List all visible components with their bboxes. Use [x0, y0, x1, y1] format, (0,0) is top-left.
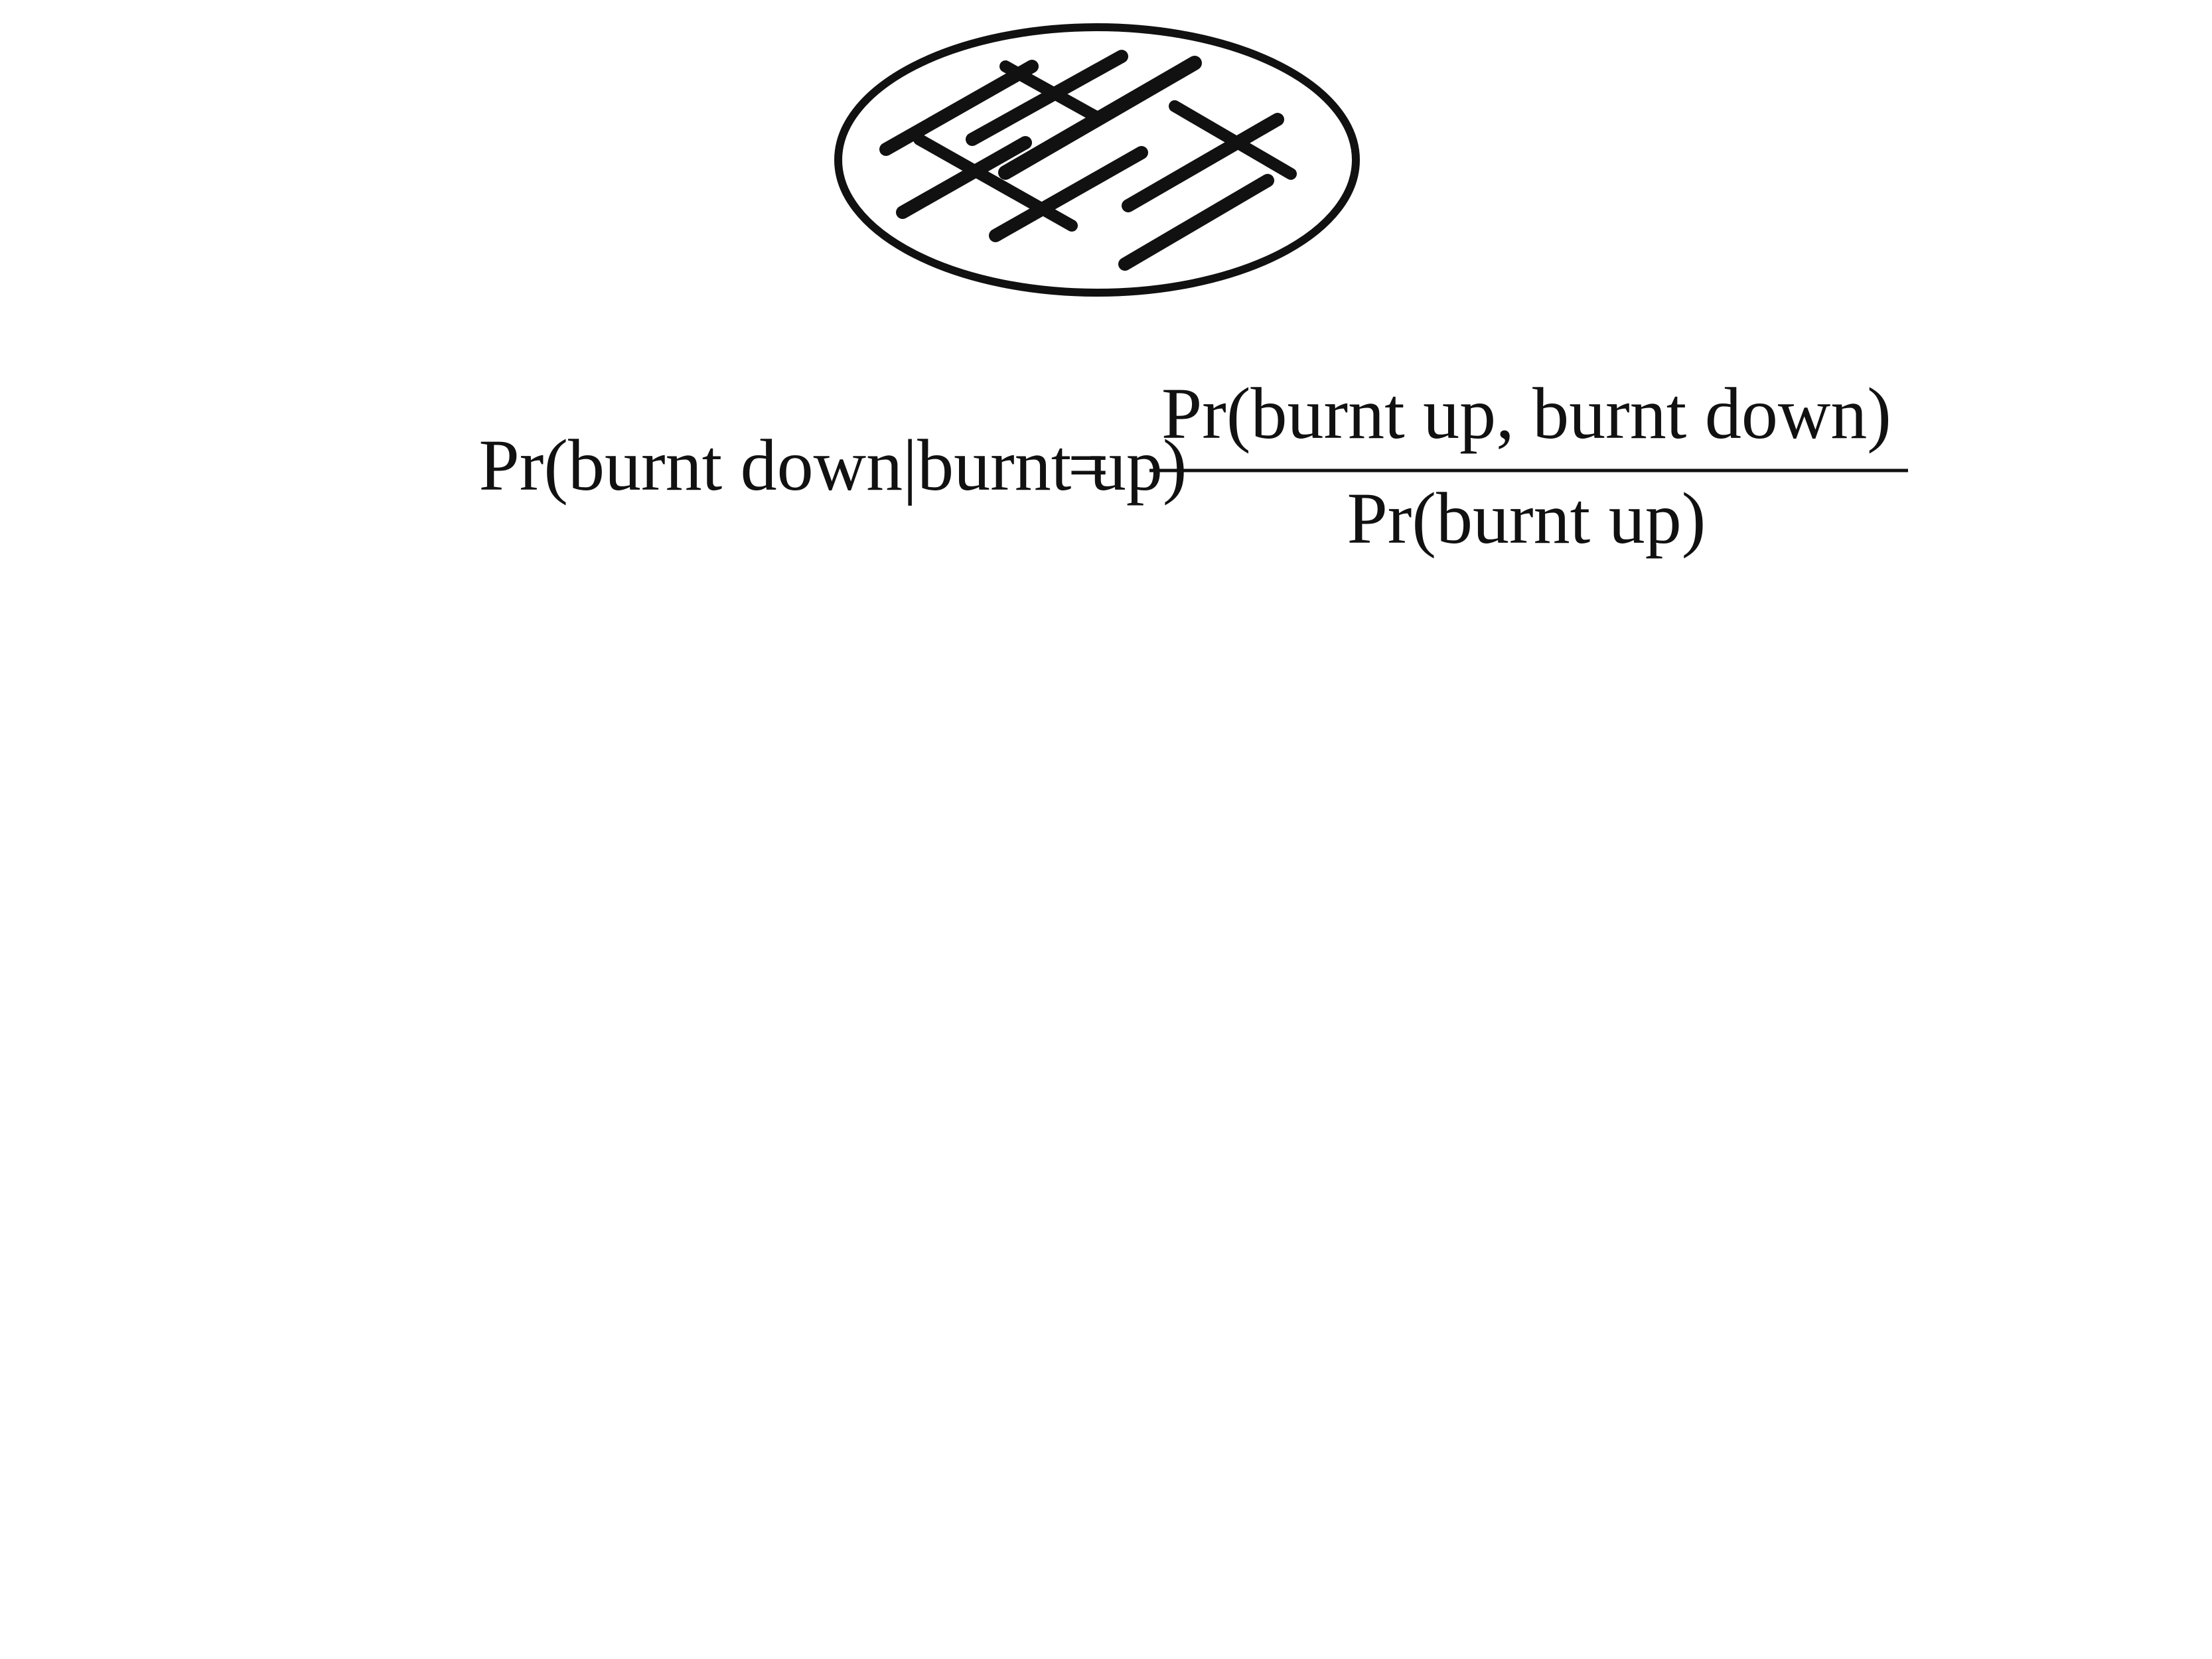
burnt-pancake-icon: [834, 23, 1360, 297]
equation-lhs: Pr(burnt down|burnt up): [479, 425, 1187, 506]
pancake-outline: [834, 23, 1360, 297]
fraction-denominator: Pr(burnt up): [1347, 478, 1706, 559]
equation: Pr(burnt down|burnt up) = Pr(burnt up, b…: [479, 373, 1908, 559]
fraction-numerator: Pr(burnt up, burnt down): [1161, 373, 1891, 454]
equals-sign: =: [1068, 425, 1109, 506]
burn-marks: [879, 50, 1297, 271]
burn-stroke: [1169, 100, 1297, 180]
burn-stroke: [966, 50, 1128, 146]
burn-stroke: [999, 60, 1101, 122]
burn-stroke: [896, 136, 1032, 219]
burn-stroke: [1118, 174, 1274, 271]
burn-stroke: [989, 146, 1148, 242]
burn-stroke: [913, 133, 1078, 232]
burn-stroke: [1122, 113, 1284, 212]
burn-stroke: [879, 60, 1039, 156]
